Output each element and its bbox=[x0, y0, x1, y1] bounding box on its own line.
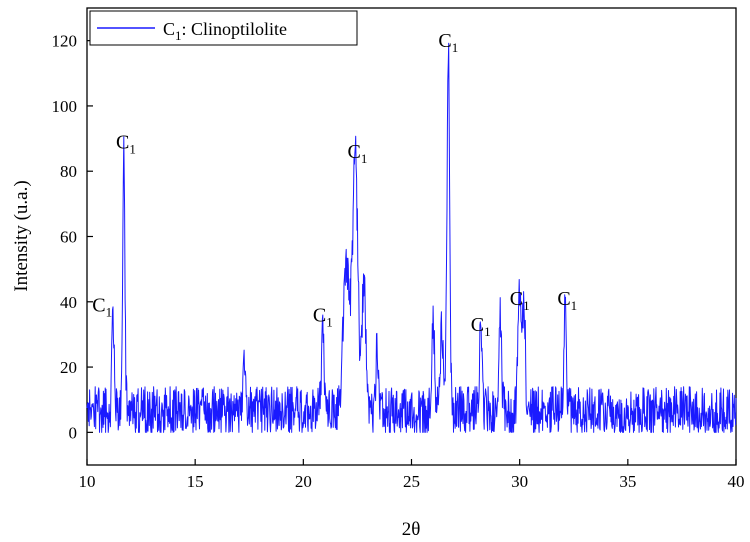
peak-label: C1 bbox=[557, 288, 577, 313]
peak-label: C1 bbox=[313, 304, 333, 329]
y-tick-label: 0 bbox=[69, 423, 78, 442]
x-tick-label: 30 bbox=[511, 472, 528, 491]
legend-label-sub: 1 bbox=[175, 28, 182, 43]
x-tick-label: 20 bbox=[295, 472, 312, 491]
peak-label: C1 bbox=[471, 314, 491, 339]
legend: C1: Clinoptilolite bbox=[89, 10, 358, 46]
x-tick-label: 40 bbox=[728, 472, 745, 491]
peak-label: C1 bbox=[438, 30, 458, 55]
series-layer bbox=[86, 42, 737, 433]
y-tick-label: 20 bbox=[60, 358, 77, 377]
y-tick-label: 120 bbox=[52, 32, 78, 51]
legend-label-main: C bbox=[163, 19, 175, 39]
annotation-layer: C1 C1 C1 C1 C1 C1 C1 C1 bbox=[92, 30, 577, 339]
x-tick-label: 10 bbox=[79, 472, 96, 491]
legend-label-rest: : Clinoptilolite bbox=[182, 19, 288, 39]
x-tick-label: 35 bbox=[619, 472, 636, 491]
peak-label: C1 bbox=[510, 288, 530, 313]
y-tick-label: 60 bbox=[60, 228, 77, 247]
x-tick-label: 15 bbox=[187, 472, 204, 491]
peak-label: C1 bbox=[92, 295, 112, 320]
legend-label: C1: Clinoptilolite bbox=[163, 19, 287, 43]
y-tick-label: 40 bbox=[60, 293, 77, 312]
ticks-layer: 10 15 20 25 30 35 40 0 20 40 60 80 100 120 bbox=[52, 32, 745, 491]
y-tick-label: 80 bbox=[60, 162, 77, 181]
y-tick-label: 100 bbox=[52, 97, 78, 116]
peak-label: C1 bbox=[116, 131, 136, 156]
x-tick-label: 25 bbox=[403, 472, 420, 491]
x-axis-title: 2θ bbox=[402, 519, 421, 540]
series-line bbox=[86, 42, 737, 433]
y-axis-title: Intensity (u.a.) bbox=[11, 180, 32, 291]
peak-label: C1 bbox=[347, 141, 367, 166]
